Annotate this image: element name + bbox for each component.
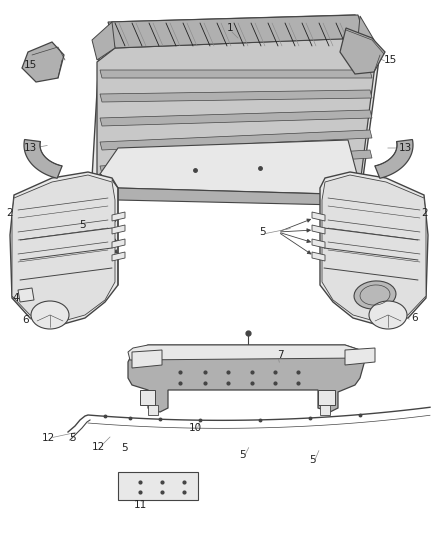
Polygon shape <box>24 140 62 178</box>
Text: 5: 5 <box>309 455 315 465</box>
Polygon shape <box>312 212 325 221</box>
Polygon shape <box>132 350 162 368</box>
Polygon shape <box>100 70 372 78</box>
Polygon shape <box>100 110 372 126</box>
Polygon shape <box>97 38 375 198</box>
Text: 1: 1 <box>227 23 233 33</box>
Polygon shape <box>312 252 325 261</box>
Polygon shape <box>345 348 375 365</box>
Polygon shape <box>112 212 125 221</box>
Polygon shape <box>128 345 362 360</box>
Text: 11: 11 <box>134 500 147 510</box>
Polygon shape <box>318 390 335 405</box>
Ellipse shape <box>354 281 396 309</box>
Ellipse shape <box>369 301 407 329</box>
Polygon shape <box>358 16 380 65</box>
Polygon shape <box>22 42 64 82</box>
Text: 13: 13 <box>399 143 412 153</box>
Text: 2: 2 <box>422 208 428 218</box>
Text: 7: 7 <box>277 350 283 360</box>
Polygon shape <box>340 28 385 74</box>
Ellipse shape <box>31 301 69 329</box>
Polygon shape <box>320 172 428 325</box>
Text: 5: 5 <box>122 443 128 453</box>
Polygon shape <box>128 345 365 412</box>
Text: 15: 15 <box>383 55 397 65</box>
Polygon shape <box>375 140 413 178</box>
Polygon shape <box>112 225 125 234</box>
Text: 5: 5 <box>79 220 85 230</box>
Polygon shape <box>140 390 155 405</box>
Polygon shape <box>18 288 34 302</box>
Text: 13: 13 <box>23 143 37 153</box>
Polygon shape <box>92 22 115 60</box>
Polygon shape <box>312 239 325 248</box>
Text: 5: 5 <box>239 450 245 460</box>
Polygon shape <box>100 150 372 174</box>
Polygon shape <box>322 175 426 322</box>
Polygon shape <box>112 252 125 261</box>
Text: 4: 4 <box>13 293 19 303</box>
Polygon shape <box>10 172 118 325</box>
Polygon shape <box>12 175 115 322</box>
Text: 10: 10 <box>188 423 201 433</box>
Polygon shape <box>100 140 358 194</box>
Text: 15: 15 <box>23 60 37 70</box>
Polygon shape <box>320 405 330 415</box>
Text: 12: 12 <box>41 433 55 443</box>
Polygon shape <box>112 239 125 248</box>
Polygon shape <box>118 472 198 500</box>
Text: 5: 5 <box>259 227 265 237</box>
Polygon shape <box>148 405 158 415</box>
Text: 2: 2 <box>7 208 13 218</box>
Text: 12: 12 <box>92 442 105 452</box>
Polygon shape <box>100 90 372 102</box>
Text: 6: 6 <box>412 313 418 323</box>
Polygon shape <box>100 130 372 150</box>
Polygon shape <box>108 15 365 48</box>
Polygon shape <box>312 225 325 234</box>
Polygon shape <box>92 15 380 200</box>
Polygon shape <box>90 174 365 205</box>
Text: 5: 5 <box>69 433 75 443</box>
Text: 6: 6 <box>23 315 29 325</box>
